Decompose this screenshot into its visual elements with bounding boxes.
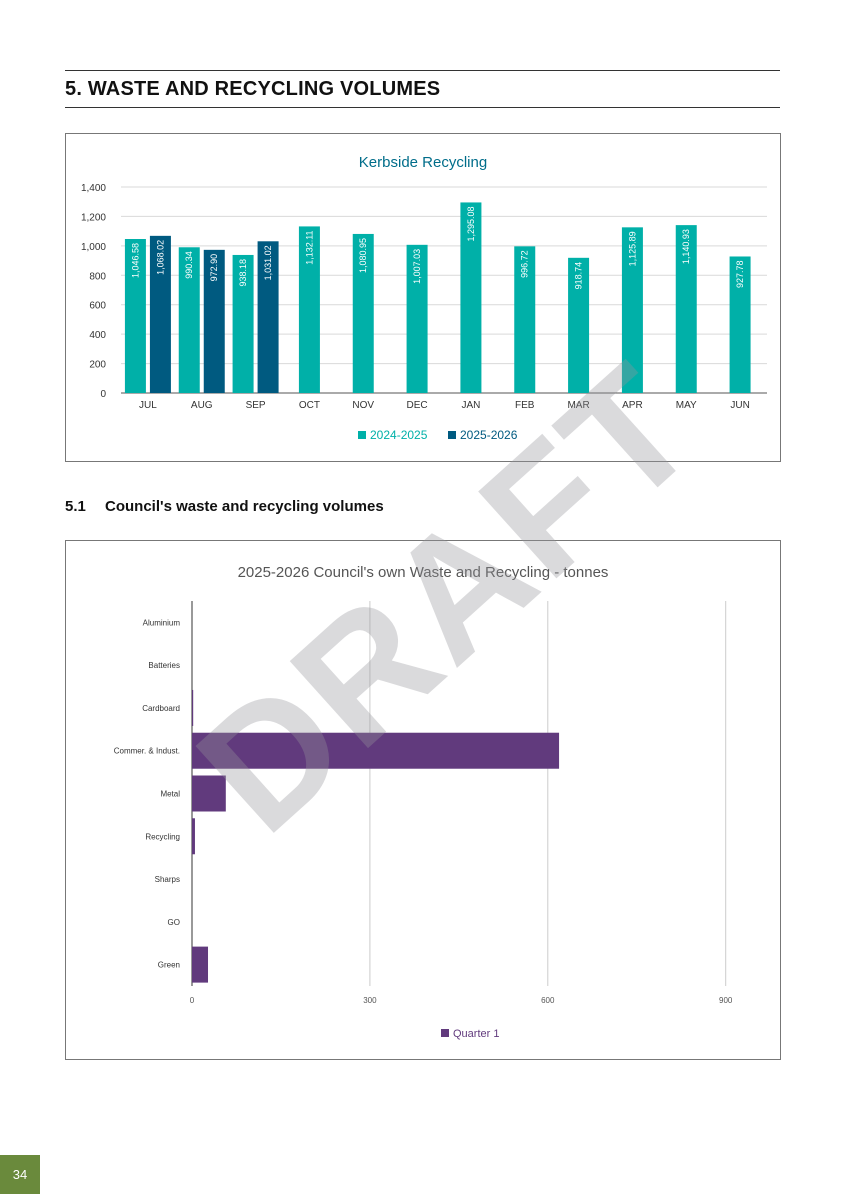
title-rule <box>65 107 780 108</box>
legend-swatch <box>441 1029 449 1037</box>
page-number: 34 <box>0 1155 40 1194</box>
bar-2024-2025 <box>621 227 643 393</box>
data-label: 918.74 <box>574 262 584 290</box>
council-waste-chart-frame: 2025-2026 Council's own Waste and Recycl… <box>65 540 781 1060</box>
y-tick-label: Recycling <box>145 832 180 841</box>
x-tick-label: DEC <box>407 400 428 411</box>
x-tick-label: AUG <box>191 400 213 411</box>
y-tick-label: 1,000 <box>81 242 106 253</box>
y-tick-label: Metal <box>160 790 180 799</box>
x-tick-label: OCT <box>299 400 320 411</box>
x-tick-label: APR <box>622 400 643 411</box>
bar-quarter-1 <box>192 689 194 726</box>
data-label: 996.72 <box>520 250 530 278</box>
x-tick-label: 300 <box>363 996 377 1005</box>
y-tick-label: GO <box>168 918 180 927</box>
x-tick-label: MAR <box>567 400 589 411</box>
legend-label: 2025-2026 <box>460 428 518 442</box>
y-tick-label: 600 <box>89 301 106 312</box>
legend-swatch <box>358 431 366 439</box>
bar-2024-2025 <box>514 246 536 393</box>
y-tick-label: Aluminium <box>143 618 181 627</box>
y-tick-label: 1,200 <box>81 212 106 223</box>
bar-2024-2025 <box>298 226 320 393</box>
council-waste-chart: 2025-2026 Council's own Waste and Recycl… <box>114 564 733 1040</box>
x-tick-label: NOV <box>352 400 374 411</box>
bar-2024-2025 <box>124 239 146 393</box>
bar-2024-2025 <box>675 225 697 393</box>
chart-title: Kerbside Recycling <box>359 154 487 171</box>
legend-label: 2024-2025 <box>370 428 428 442</box>
bar-2024-2025 <box>178 247 200 393</box>
y-tick-label: 0 <box>100 389 106 400</box>
data-label: 1,132.11 <box>304 230 314 264</box>
x-tick-label: JUL <box>139 400 157 411</box>
bar-2024-2025 <box>729 256 751 393</box>
data-label: 1,031.02 <box>263 245 273 280</box>
subsection-number: 5.1 <box>65 498 86 515</box>
data-label: 1,295.08 <box>466 206 476 241</box>
y-tick-label: 1,400 <box>81 183 106 194</box>
y-tick-label: Batteries <box>148 661 180 670</box>
section-title: 5. WASTE AND RECYCLING VOLUMES <box>65 78 441 100</box>
x-tick-label: 600 <box>541 996 555 1005</box>
bar-2025-2026 <box>149 235 171 393</box>
bar-2024-2025 <box>352 233 374 393</box>
y-tick-label: Sharps <box>155 875 180 884</box>
bar-2024-2025 <box>460 202 482 393</box>
bar-quarter-1 <box>192 732 560 769</box>
bar-2024-2025 <box>406 244 428 393</box>
bar-2024-2025 <box>232 254 254 393</box>
y-tick-label: 400 <box>89 330 106 341</box>
bar-2025-2026 <box>257 241 279 393</box>
data-label: 1,068.02 <box>155 240 165 275</box>
x-tick-label: SEP <box>246 400 266 411</box>
data-label: 1,140.93 <box>681 229 691 264</box>
legend-swatch <box>448 431 456 439</box>
kerbside-recycling-chart: Kerbside Recycling 0 200 400 600 800 1,000 1,20… <box>81 154 767 442</box>
x-tick-label: 900 <box>719 996 733 1005</box>
x-tick-label: MAY <box>676 400 697 411</box>
x-tick-label: JAN <box>461 400 480 411</box>
legend-label: Quarter 1 <box>453 1028 499 1040</box>
data-label: 972.90 <box>209 254 219 282</box>
data-label: 1,046.58 <box>130 243 140 278</box>
subsection-title: Council's waste and recycling volumes <box>105 498 384 515</box>
y-tick-label: Green <box>158 961 180 970</box>
kerbside-chart-frame: Kerbside Recycling 0 200 400 600 800 1,000 1,20… <box>65 133 781 462</box>
bar-2024-2025 <box>568 257 590 393</box>
x-tick-label: FEB <box>515 400 535 411</box>
y-tick-label: Cardboard <box>142 704 180 713</box>
bar-quarter-1 <box>192 818 195 855</box>
x-tick-label: JUN <box>730 400 749 411</box>
subsection-heading: 5.1 Council's waste and recycling volumes <box>65 498 384 515</box>
bar-quarter-1 <box>192 775 226 812</box>
y-tick-label: Commer. & Indust. <box>114 747 180 756</box>
data-label: 1,080.95 <box>358 238 368 273</box>
chart-title: 2025-2026 Council's own Waste and Recycl… <box>238 564 609 581</box>
x-tick-label: 0 <box>190 996 195 1005</box>
data-label: 1,007.03 <box>412 249 422 284</box>
data-label: 990.34 <box>184 251 194 279</box>
bar-quarter-1 <box>192 946 209 983</box>
data-label: 1,125.89 <box>627 231 637 266</box>
data-label: 938.18 <box>238 259 248 287</box>
y-tick-label: 200 <box>89 360 106 371</box>
y-tick-label: 800 <box>89 271 106 282</box>
bar-2025-2026 <box>203 249 225 393</box>
data-label: 927.78 <box>735 260 745 288</box>
top-rule <box>65 70 780 71</box>
